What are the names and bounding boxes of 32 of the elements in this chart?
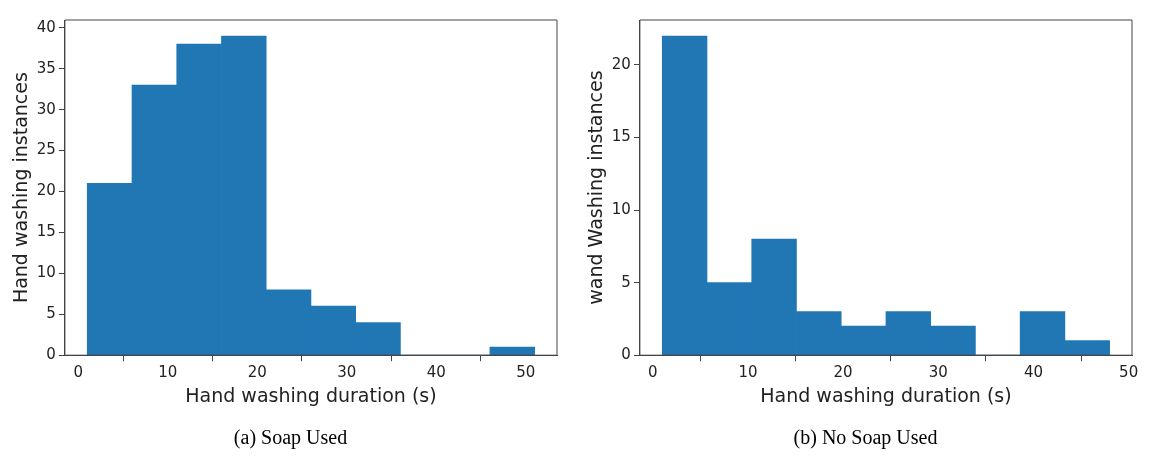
text: (a) Soap Used	[233, 426, 348, 449]
x-tick-label: 40	[426, 363, 446, 382]
y-tick-label: 0	[45, 345, 56, 364]
x-tick-label: 0	[647, 363, 658, 382]
y-tick-label: 35	[36, 58, 56, 77]
x-tick-label: 10	[157, 363, 177, 382]
y-tick-label: 20	[611, 54, 631, 73]
x-tick-label: 0	[73, 363, 83, 382]
y-tick-label: 5	[620, 272, 631, 291]
x-tick-label: 50	[515, 363, 535, 382]
x-tick-label: 20	[833, 363, 853, 382]
text: (b) No Soap Used	[793, 426, 938, 449]
y-tick-label: 30	[36, 99, 56, 118]
y-tick-label: 10	[36, 263, 56, 282]
x-tick-label: 50	[1118, 363, 1138, 382]
y-tick-label: 20	[36, 181, 56, 200]
x-tick-label: 40	[1023, 363, 1043, 382]
x-axis-title: Hand washing duration (s)	[759, 383, 1012, 406]
x-tick-label: 10	[737, 363, 757, 382]
y-tick-label: 40	[36, 17, 56, 36]
x-tick-label: 30	[928, 363, 948, 382]
y-axis-title: Hand washing instances	[8, 72, 31, 304]
y-tick-label: 10	[611, 199, 631, 218]
y-tick-label: 0	[620, 345, 631, 364]
y-tick-label: 15	[611, 127, 631, 146]
x-tick-label: 30	[336, 363, 356, 382]
x-tick-label: 20	[247, 363, 267, 382]
y-axis-title: wand Washing instances	[583, 70, 606, 305]
y-tick-label: 15	[36, 222, 56, 241]
y-tick-label: 25	[36, 140, 56, 159]
y-tick-label: 5	[45, 304, 56, 323]
x-axis-title: Hand washing duration (s)	[184, 383, 437, 406]
